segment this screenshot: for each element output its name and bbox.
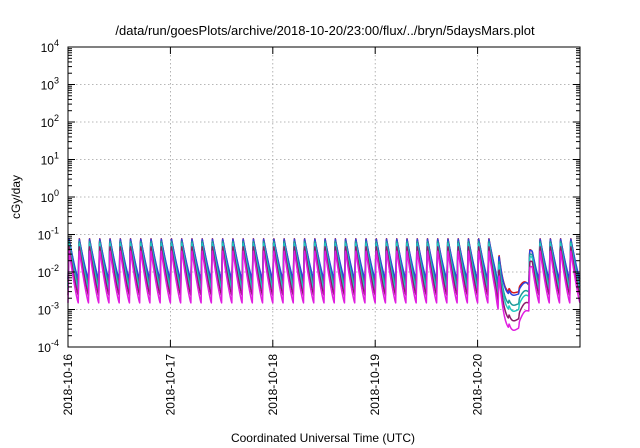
y-tick-label: 104 bbox=[41, 38, 59, 55]
x-axis-label: Coordinated Universal Time (UTC) bbox=[231, 431, 415, 445]
x-tick-label: 2018-10-20 bbox=[471, 354, 485, 416]
y-tick-label: 102 bbox=[41, 113, 59, 130]
x-tick-label: 2018-10-17 bbox=[163, 354, 177, 416]
x-axis: 2018-10-16 2018-10-17 2018-10-18 2018-10-19… bbox=[61, 47, 485, 415]
y-axis-label: cGy/day bbox=[9, 175, 23, 219]
y-axis: 10-4 10-3 10-2 10-1 100 101 102 103 104 bbox=[38, 38, 580, 355]
x-tick-label: 2018-10-18 bbox=[266, 354, 280, 416]
y-tick-label: 10-1 bbox=[38, 226, 59, 243]
y-tick-label: 10-2 bbox=[38, 263, 59, 280]
y-tick-label: 103 bbox=[41, 76, 59, 93]
series-line bbox=[67, 250, 581, 331]
chart-title: /data/run/goesPlots/archive/2018-10-20/2… bbox=[115, 23, 535, 38]
y-tick-label: 10-4 bbox=[38, 338, 59, 355]
y-tick-label: 100 bbox=[41, 188, 59, 205]
series-group bbox=[67, 237, 581, 331]
y-tick-label: 101 bbox=[41, 151, 59, 168]
y-tick-label: 10-3 bbox=[38, 301, 59, 318]
x-tick-label: 2018-10-19 bbox=[368, 354, 382, 416]
x-tick-label: 2018-10-16 bbox=[61, 354, 75, 416]
